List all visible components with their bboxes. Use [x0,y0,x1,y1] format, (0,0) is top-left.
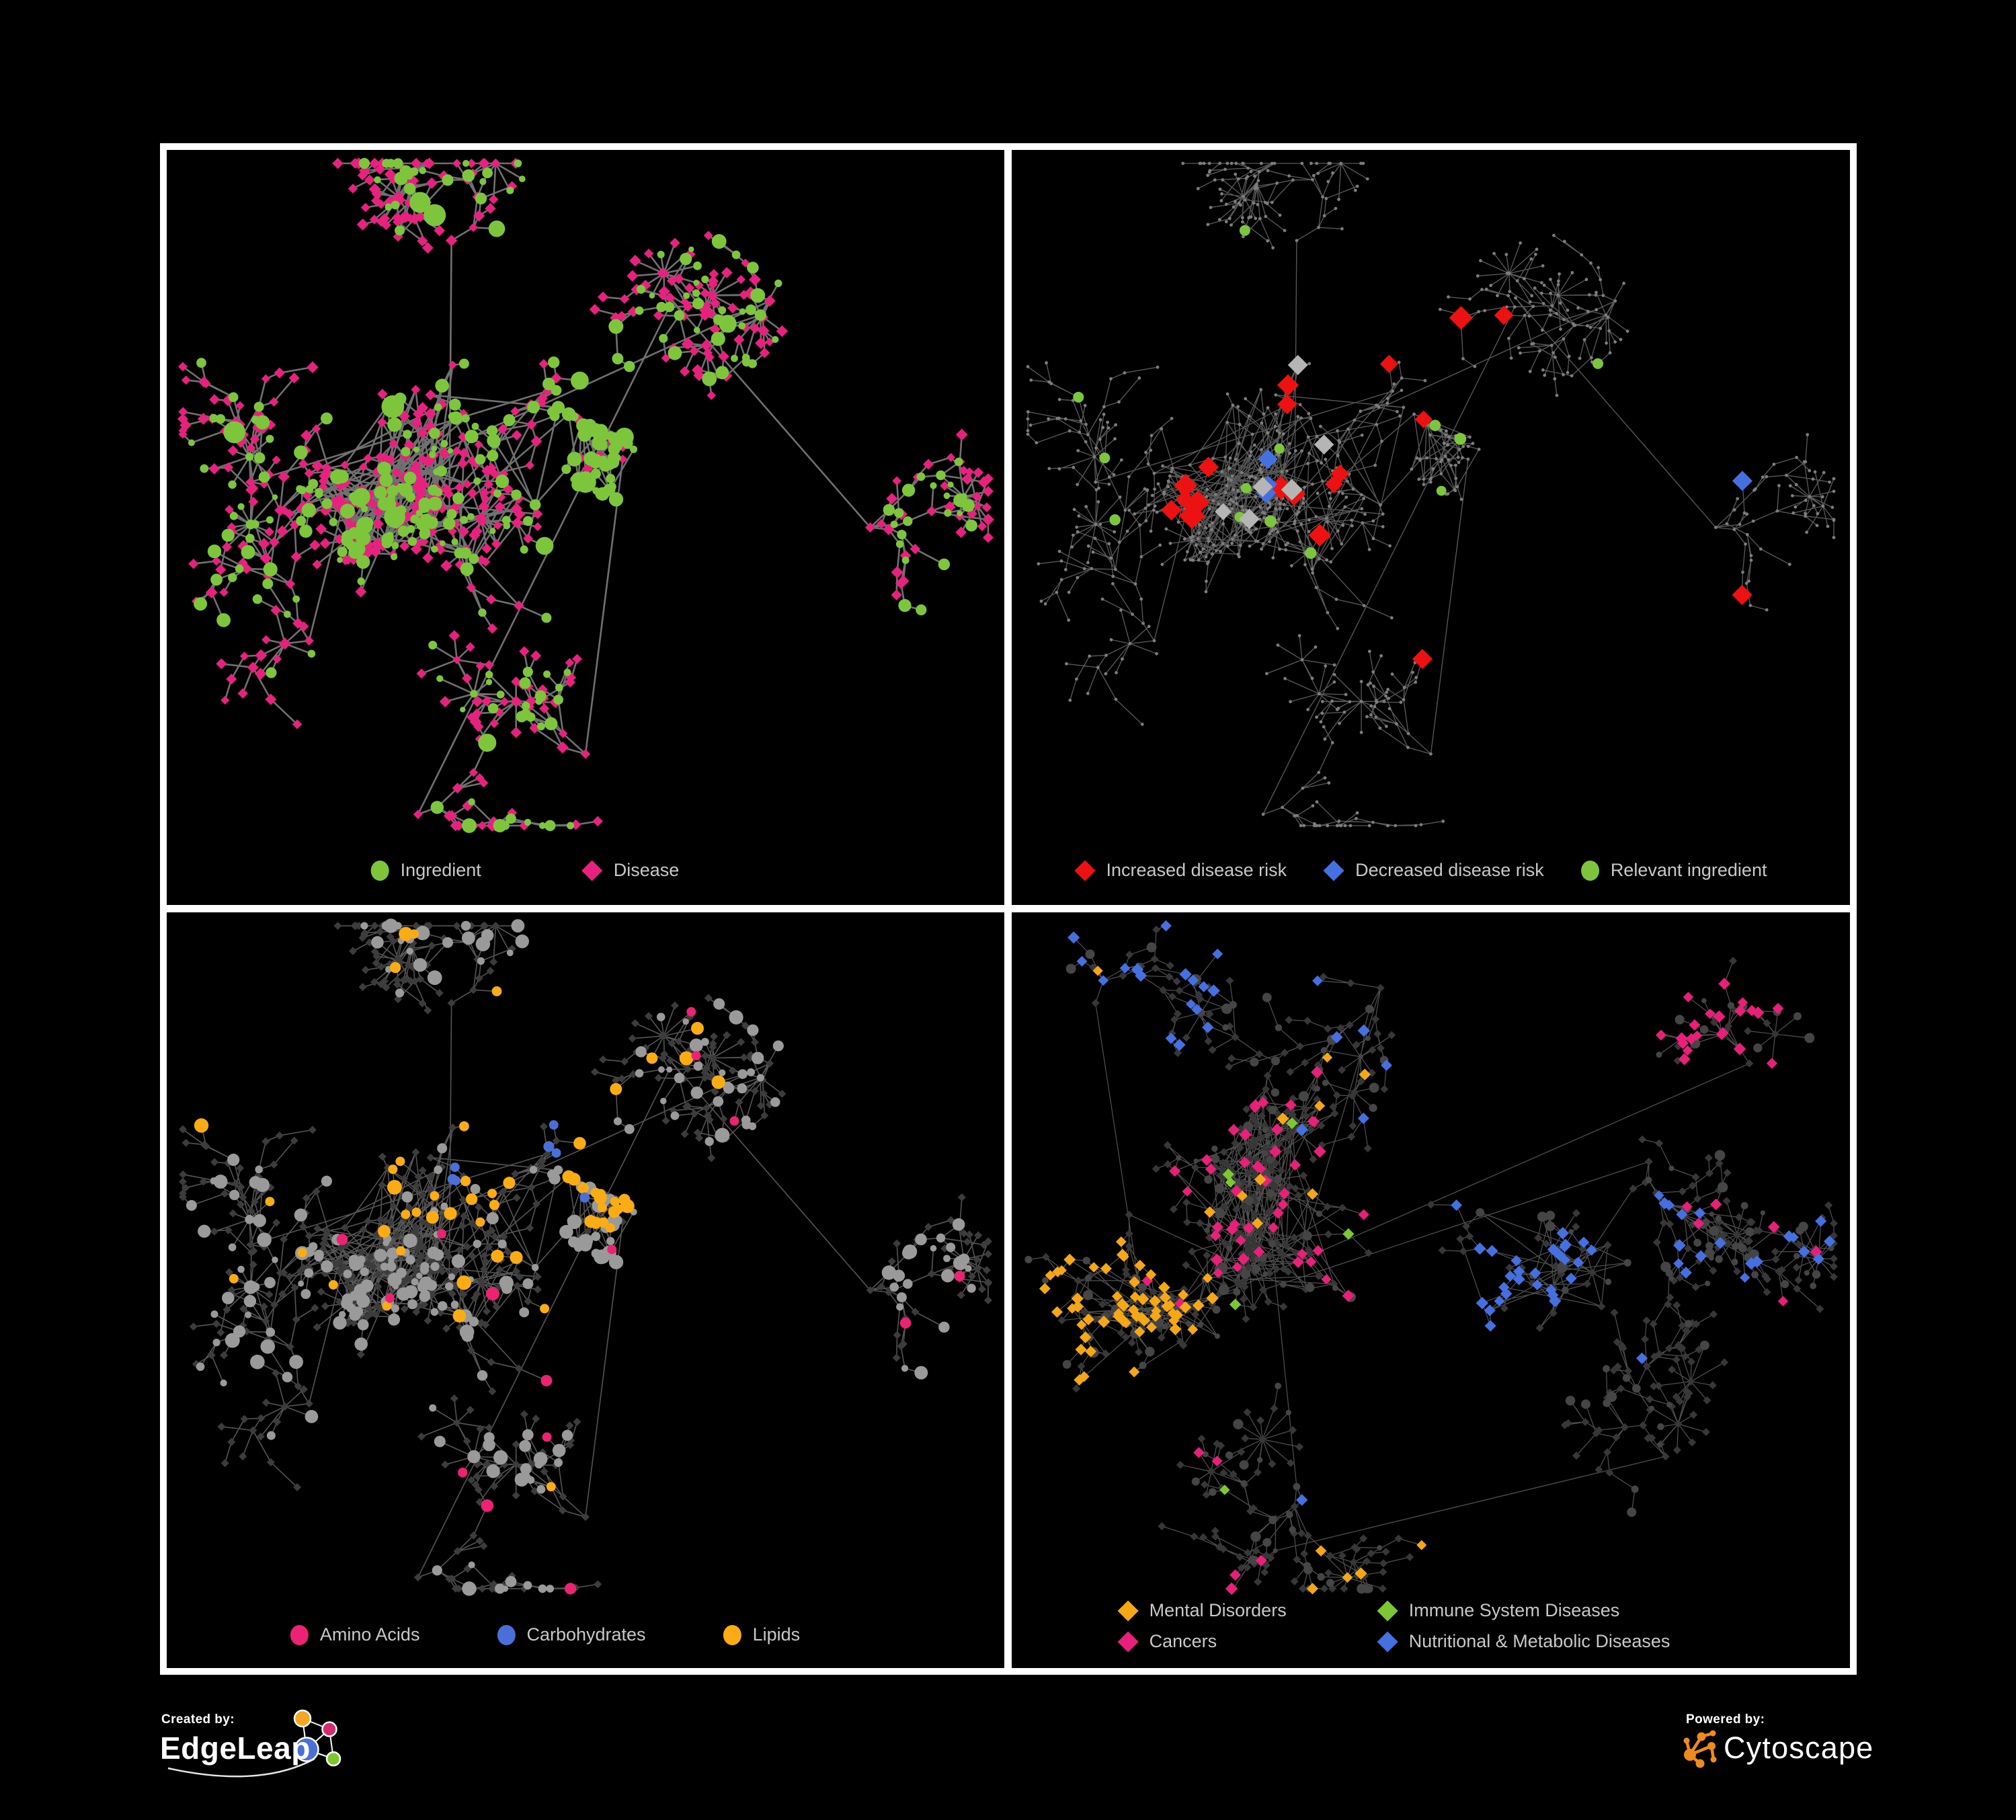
legend-label: Cancers [1149,1631,1217,1652]
panel-ingredient-disease: Ingredient Disease [167,150,1004,905]
ingredient-disease-legend: Ingredient Disease [370,860,680,881]
circle-marker-icon [723,1625,741,1645]
network-nodes [1161,305,1752,670]
panel-disease-risk: Increased disease risk Decreased disease … [1012,150,1850,905]
cytoscape-logo-icon [1683,1730,1717,1768]
legend-item-ingredient: Ingredient [370,860,481,881]
legend-label: Disease [613,860,680,881]
legend-label: Carbohydrates [526,1624,646,1645]
circle-marker-icon [290,1625,309,1645]
disease-category-network-canvas [1024,920,1838,1595]
diamond-marker-icon [1117,1631,1139,1653]
diamond-marker-icon [581,860,603,881]
legend-label: Relevant ingredient [1610,860,1767,881]
powered-by-label: Powered by: [1686,1712,1765,1727]
legend-label: Immune System Diseases [1408,1600,1620,1621]
disease-risk-legend: Increased disease risk Decreased disease … [1074,860,1767,881]
legend-label: Amino Acids [319,1624,420,1645]
legend-item-relevant-ingredient: Relevant ingredient [1580,860,1767,881]
edgeleap-swoosh [167,1757,315,1778]
legend-item-mental-disorders: Mental Disorders [1117,1600,1287,1622]
edgeleap-logo: EdgeLeap [160,1709,341,1778]
circle-marker-icon [370,861,389,881]
legend-item-increased-disease-risk: Increased disease risk [1074,860,1287,881]
legend-item-amino-acids: Amino Acids [290,1624,420,1645]
legend-label: Decreased disease risk [1355,860,1544,881]
legend-item-carbohydrates: Carbohydrates [497,1624,646,1645]
created-by-label: Created by: [161,1712,235,1727]
panel-nutrient-class: Amino Acids Carbohydrates Lipids [167,912,1004,1668]
diamond-marker-icon [1117,1600,1139,1622]
edgeleap-node-pink [321,1721,337,1737]
legend-label: Mental Disorders [1149,1600,1287,1621]
network-edges [1027,163,1834,826]
edgeleap-node-orange [293,1709,312,1728]
network-nodes [177,157,994,832]
legend-label: Increased disease risk [1106,860,1287,881]
edgeleap-node-blue [294,1737,319,1762]
disease-category-legend: Mental Disorders Immune System Diseases Ca… [1117,1600,1670,1653]
panel-disease-category: Mental Disorders Immune System Diseases Ca… [1012,912,1850,1668]
legend-item-cancers: Cancers [1117,1631,1287,1653]
nutrient-class-legend: Amino Acids Carbohydrates Lipids [290,1624,801,1645]
legend-item-immune-system-diseases: Immune System Diseases [1377,1600,1670,1622]
circle-marker-icon [497,1625,516,1645]
diamond-marker-icon [1323,860,1344,881]
diamond-marker-icon [1074,860,1096,881]
legend-label: Nutritional & Metabolic Diseases [1408,1631,1670,1652]
legend-item-decreased-disease-risk: Decreased disease risk [1323,860,1544,881]
network-nodes [1073,225,1604,559]
cytoscape-glyph-nodes [1683,1730,1717,1768]
network-nodes [194,926,725,1492]
figure-frame: Ingredient Disease Increased disease risk… [160,143,1857,1675]
legend-label: Lipids [752,1624,801,1645]
network-nodes [1215,354,1334,530]
edgeleap-wordmark: EdgeLeap [160,1731,311,1766]
edgeleap-node-green [325,1751,341,1767]
legend-item-disease: Disease [581,860,680,881]
ingredient-disease-network-canvas [177,157,994,833]
nutrient-class-network-canvas [179,918,992,1596]
legend-item-lipids: Lipids [723,1624,801,1645]
network-nodes [186,918,976,1596]
circle-marker-icon [1580,861,1599,881]
diamond-marker-icon [1377,1600,1398,1622]
diamond-marker-icon [1377,1631,1398,1653]
cytoscape-wordmark: Cytoscape [1724,1731,1874,1765]
edgeleap-glyph-nodes [293,1709,341,1767]
network-nodes [1067,920,1836,1506]
legend-item-nutritional-metabolic-diseases: Nutritional & Metabolic Diseases [1377,1631,1670,1653]
legend-label: Ingredient [400,860,481,881]
disease-risk-network-canvas [1026,161,1836,828]
